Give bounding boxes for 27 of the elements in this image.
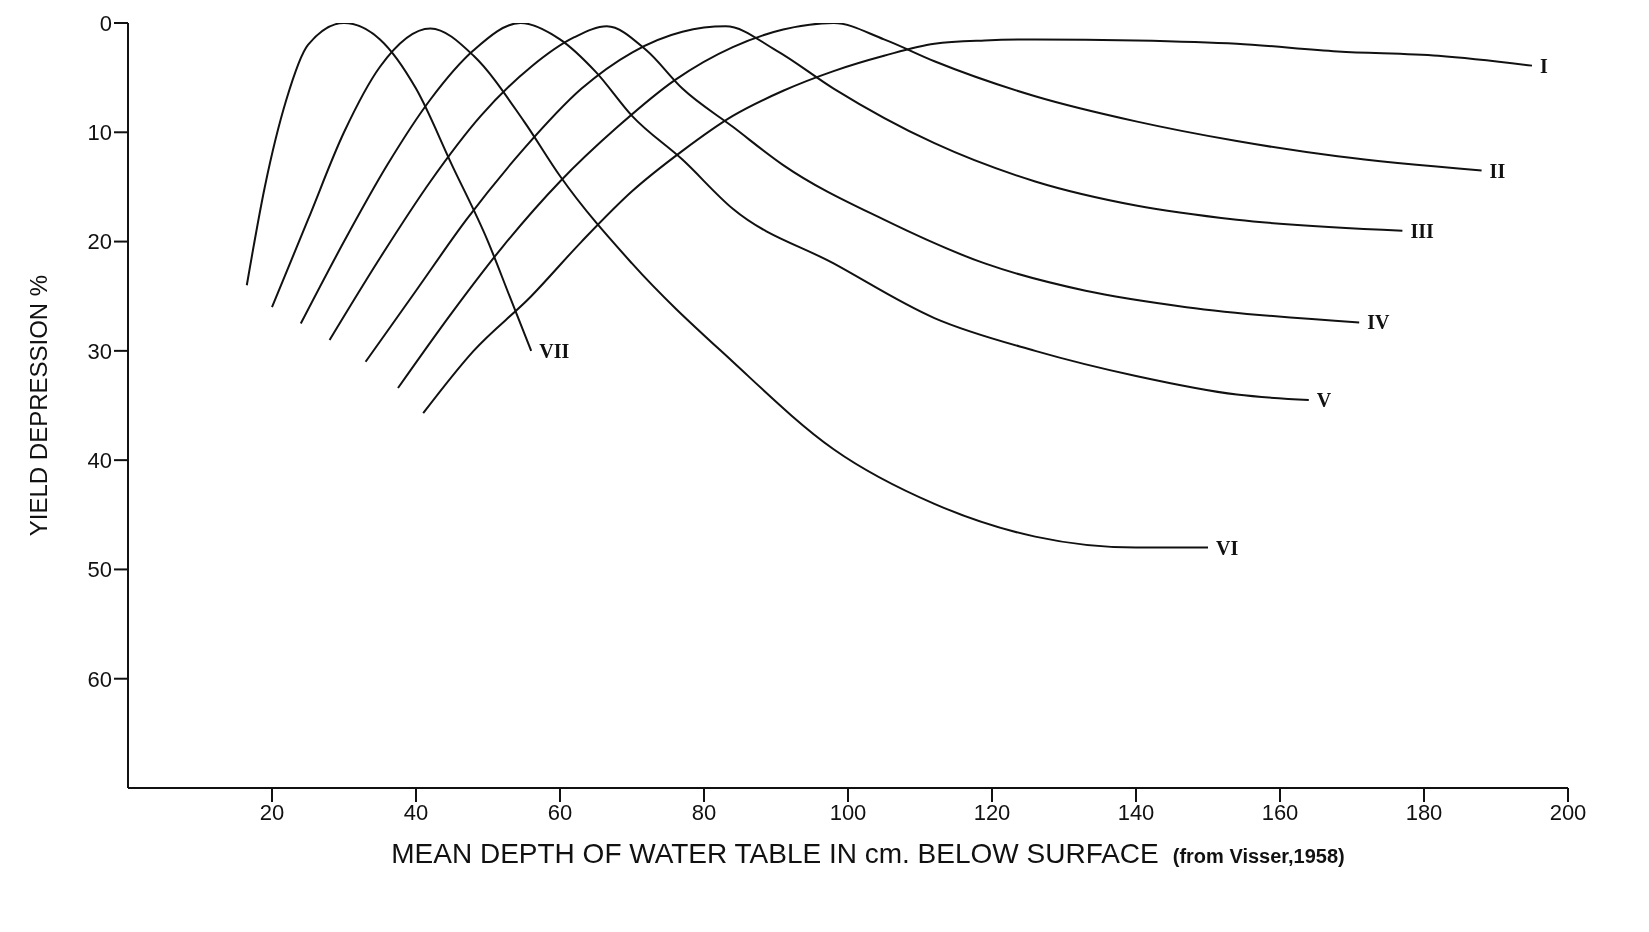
x-tick-label: 80: [691, 799, 717, 825]
x-axis-title: MEAN DEPTH OF WATER TABLE IN cm. BELOW SURFACE: [391, 838, 1159, 870]
x-tick-label: 180: [1405, 799, 1443, 825]
series-label: VI: [1216, 536, 1239, 559]
y-tick-label: 50: [87, 557, 112, 583]
y-tick-label: 0: [99, 10, 112, 36]
series-label: I: [1540, 54, 1548, 77]
x-tick-label: 160: [1261, 799, 1299, 825]
y-tick-label: 30: [87, 338, 112, 364]
series-label: V: [1316, 389, 1332, 412]
x-tick-label: 140: [1117, 799, 1155, 825]
y-axis-title: YIELD DEPRESSION %: [24, 274, 52, 537]
series-label: IV: [1367, 311, 1390, 334]
x-tick-label: 120: [973, 799, 1011, 825]
series-label: VII: [539, 339, 570, 362]
x-tick-label: 100: [829, 799, 867, 825]
y-tick-label: 40: [87, 447, 112, 473]
y-tick-label: 20: [87, 229, 112, 255]
x-tick-label: 200: [1549, 799, 1587, 825]
x-tick-label: 20: [259, 799, 285, 825]
x-tick-label: 60: [547, 799, 573, 825]
text: (from Visser,1958): [1172, 845, 1345, 868]
series-label: III: [1410, 219, 1434, 242]
x-tick-label: 40: [403, 799, 429, 825]
y-tick-label: 60: [87, 666, 112, 692]
y-tick-label: 10: [87, 120, 112, 146]
series-label: II: [1489, 159, 1506, 182]
